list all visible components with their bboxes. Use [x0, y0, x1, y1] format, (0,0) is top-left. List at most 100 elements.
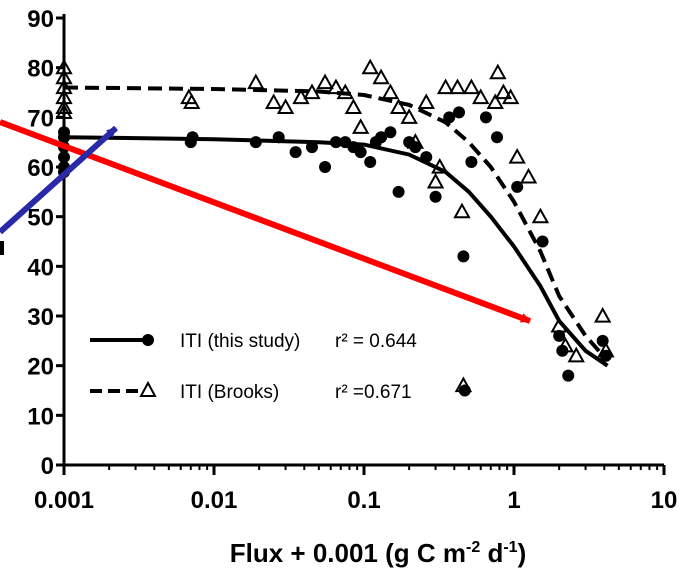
data-point-brooks — [182, 93, 201, 110]
data-point-this-study — [289, 146, 302, 159]
data-point-this-study — [186, 131, 199, 144]
y-tick-label: 0 — [41, 453, 54, 480]
data-point-brooks — [454, 376, 473, 393]
data-point-brooks — [336, 83, 354, 100]
data-point-this-study — [272, 131, 285, 144]
data-point-this-study — [562, 369, 575, 382]
data-point-brooks — [247, 73, 265, 90]
data-point-this-study — [420, 151, 433, 164]
legend-r2-brooks: r² =0.671 — [335, 382, 412, 403]
y-tick-label: 20 — [27, 354, 54, 381]
data-point-brooks — [55, 68, 73, 85]
data-point-brooks — [55, 88, 73, 105]
data-point-brooks — [327, 78, 345, 95]
data-point-brooks — [55, 78, 73, 95]
x-tick-label: 0.001 — [34, 487, 94, 514]
data-point-this-study — [490, 131, 503, 144]
data-point-this-study — [319, 161, 332, 173]
data-point-brooks — [316, 73, 334, 90]
partial-label-mark — [0, 241, 4, 255]
data-point-this-study — [375, 131, 388, 144]
data-point-brooks — [264, 93, 283, 110]
data-point-brooks — [593, 306, 612, 323]
y-tick-label: 60 — [27, 155, 54, 182]
data-point-brooks — [55, 103, 73, 119]
data-point-this-study — [457, 250, 470, 263]
x-axis-label: Flux + 0.001 (g C m-2 d-1) — [230, 538, 527, 568]
x-tick-label: 1 — [507, 487, 520, 514]
data-point-this-study — [553, 329, 566, 342]
data-point-brooks — [597, 341, 615, 358]
data-point-this-study — [465, 156, 478, 169]
data-point-brooks — [361, 58, 379, 75]
data-point-this-study — [329, 136, 342, 149]
x-tick-label: 0.1 — [347, 487, 380, 514]
data-point-brooks — [567, 346, 585, 363]
data-point-brooks — [426, 172, 445, 189]
data-point-brooks — [372, 68, 390, 85]
data-point-this-study — [392, 185, 405, 198]
data-point-brooks — [501, 88, 520, 105]
blue-arrow-annotation — [0, 125, 119, 235]
legend-item-this-study: ITI (this study) r² = 0.644 — [90, 331, 417, 352]
data-point-brooks — [276, 98, 295, 114]
data-point-brooks — [489, 63, 507, 80]
data-point-brooks — [417, 93, 435, 110]
red-arrow-annotation — [0, 119, 532, 324]
data-point-brooks — [55, 98, 73, 114]
data-point-brooks — [519, 167, 538, 184]
data-point-brooks — [344, 98, 363, 114]
data-point-brooks — [400, 108, 418, 124]
data-point-brooks — [462, 78, 481, 95]
data-point-brooks — [389, 98, 408, 114]
legend-label-brooks: ITI (Brooks) — [180, 382, 279, 403]
y-tick-label: 50 — [27, 205, 54, 232]
fit-curves — [63, 85, 609, 368]
data-point-brooks — [472, 88, 490, 105]
legend-triangle-marker — [139, 380, 157, 397]
data-point-this-study — [479, 111, 492, 124]
y-tick-label: 30 — [27, 304, 54, 331]
data-point-brooks — [453, 202, 471, 219]
data-point-brooks — [556, 336, 575, 353]
data-point-this-study — [305, 141, 318, 154]
fit-curve-brooks — [63, 85, 609, 363]
legend-label-this-study: ITI (this study) — [180, 331, 300, 352]
data-point-brooks — [508, 148, 526, 164]
data-point-this-study — [384, 126, 397, 139]
legend-circle-marker — [142, 334, 154, 346]
data-point-brooks — [494, 83, 513, 100]
axes: 0 10 20 30 40 50 60 70 80 90 0.001 0.01 0.1 1 10 — [27, 6, 677, 514]
data-point-this-study — [58, 151, 70, 164]
data-point-brooks — [55, 58, 73, 75]
data-point-brooks — [486, 93, 504, 110]
data-point-brooks — [381, 83, 400, 100]
data-point-brooks — [303, 83, 321, 100]
x-tick-label: 0.01 — [191, 487, 238, 514]
legend: ITI (this study) r² = 0.644 ITI (Brooks)… — [90, 331, 417, 403]
data-point-this-study — [536, 235, 549, 248]
data-point-this-study — [249, 136, 262, 149]
data-point-brooks — [550, 316, 568, 333]
y-tick-label: 90 — [27, 6, 54, 33]
x-tick-label: 10 — [651, 487, 678, 514]
y-tick-label: 70 — [27, 105, 54, 132]
data-point-brooks — [406, 133, 425, 149]
data-point-this-study — [453, 106, 466, 119]
data-point-brooks — [436, 78, 455, 95]
data-point-brooks — [448, 78, 467, 95]
data-point-this-study — [364, 156, 377, 169]
legend-r2-this-study: r² = 0.644 — [335, 331, 417, 352]
data-point-this-study — [511, 180, 524, 193]
data-point-this-study — [443, 111, 456, 124]
data-point-this-study — [429, 190, 442, 203]
data-point-this-study — [58, 126, 70, 139]
legend-item-brooks: ITI (Brooks) r² =0.671 — [90, 380, 412, 403]
data-point-brooks — [292, 88, 310, 105]
data-point-brooks — [531, 207, 550, 224]
data-point-this-study — [354, 146, 367, 159]
data-point-brooks — [351, 118, 370, 134]
data-point-brooks — [431, 157, 449, 174]
y-tick-label: 40 — [27, 254, 54, 281]
